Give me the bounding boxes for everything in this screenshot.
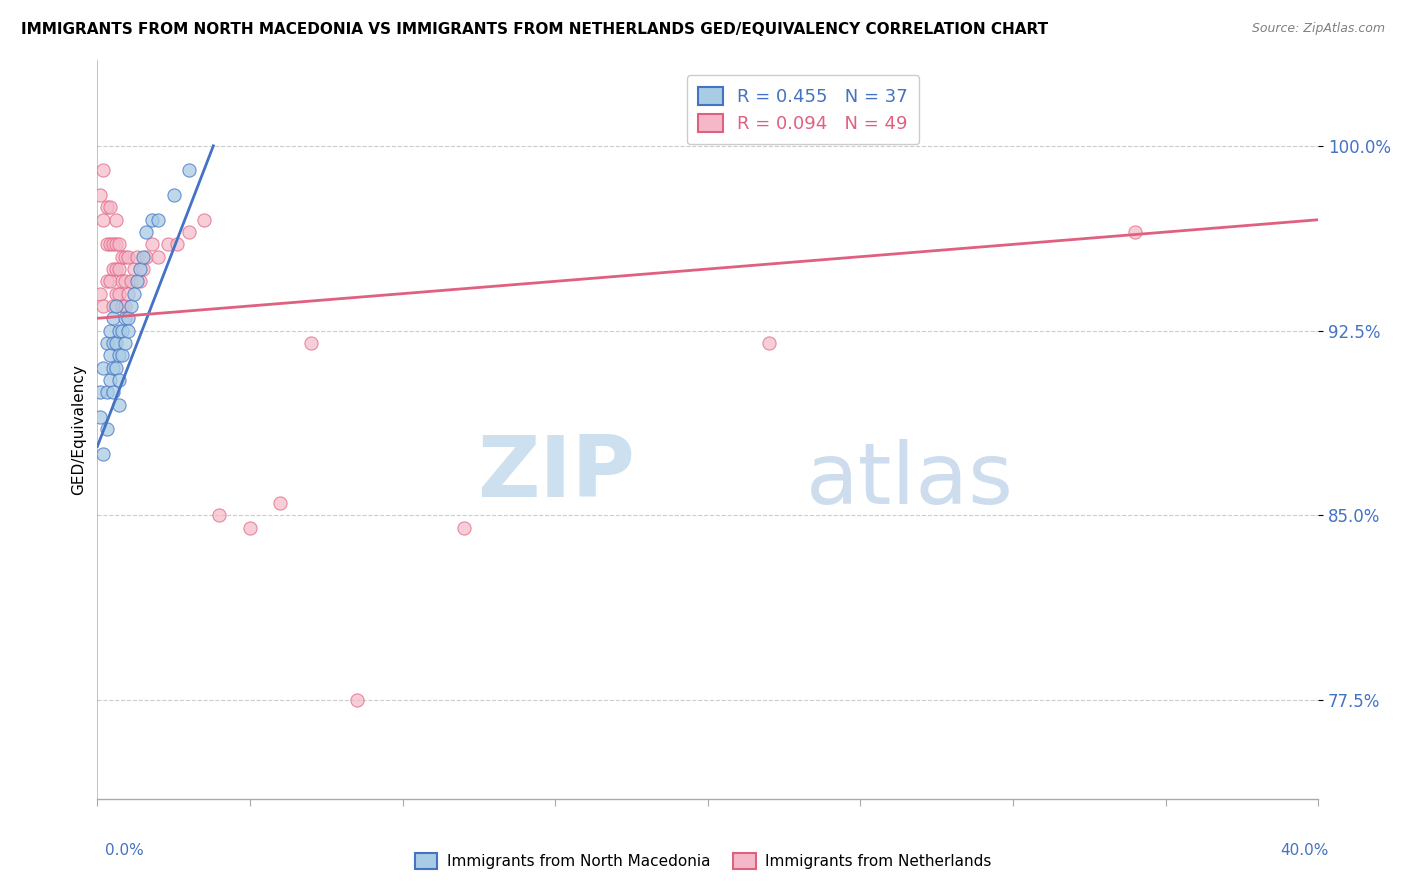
Point	[758, 335, 780, 350]
Point	[129, 274, 152, 288]
Point	[101, 311, 124, 326]
Point	[107, 286, 129, 301]
Point	[98, 274, 121, 288]
Point	[177, 225, 200, 239]
Point	[96, 385, 118, 400]
Point	[93, 163, 115, 178]
Point	[104, 212, 127, 227]
Point	[117, 324, 139, 338]
Point	[98, 324, 121, 338]
Point	[93, 360, 115, 375]
Point	[120, 274, 142, 288]
Point	[111, 299, 134, 313]
Point	[101, 237, 124, 252]
Legend: Immigrants from North Macedonia, Immigrants from Netherlands: Immigrants from North Macedonia, Immigra…	[408, 847, 998, 875]
Point	[96, 335, 118, 350]
Point	[114, 335, 136, 350]
Text: 40.0%: 40.0%	[1281, 843, 1329, 858]
Point	[135, 250, 157, 264]
Point	[89, 188, 111, 202]
Point	[239, 521, 262, 535]
Point	[148, 212, 170, 227]
Y-axis label: GED/Equivalency: GED/Equivalency	[72, 364, 86, 494]
Point	[101, 360, 124, 375]
Point	[104, 262, 127, 277]
Point	[93, 299, 115, 313]
Text: ZIP: ZIP	[477, 432, 634, 515]
Point	[93, 212, 115, 227]
Point	[104, 299, 127, 313]
Point	[117, 286, 139, 301]
Point	[122, 286, 145, 301]
Point	[111, 250, 134, 264]
Point	[104, 360, 127, 375]
Point	[89, 409, 111, 424]
Point	[120, 299, 142, 313]
Point	[107, 373, 129, 387]
Point	[107, 237, 129, 252]
Point	[89, 286, 111, 301]
Point	[96, 237, 118, 252]
Point	[114, 250, 136, 264]
Point	[141, 237, 163, 252]
Legend: R = 0.455   N = 37, R = 0.094   N = 49: R = 0.455 N = 37, R = 0.094 N = 49	[688, 75, 920, 145]
Point	[125, 250, 148, 264]
Point	[96, 201, 118, 215]
Point	[117, 311, 139, 326]
Point	[107, 262, 129, 277]
Point	[101, 335, 124, 350]
Point	[96, 274, 118, 288]
Text: 0.0%: 0.0%	[105, 843, 145, 858]
Point	[93, 447, 115, 461]
Point	[1123, 225, 1146, 239]
Point	[98, 348, 121, 362]
Point	[101, 299, 124, 313]
Point	[135, 225, 157, 239]
Point	[98, 373, 121, 387]
Point	[129, 262, 152, 277]
Point	[104, 286, 127, 301]
Point	[125, 274, 148, 288]
Point	[107, 348, 129, 362]
Point	[111, 274, 134, 288]
Point	[141, 212, 163, 227]
Point	[114, 299, 136, 313]
Point	[177, 163, 200, 178]
Point	[111, 348, 134, 362]
Point	[111, 324, 134, 338]
Point	[104, 335, 127, 350]
Text: IMMIGRANTS FROM NORTH MACEDONIA VS IMMIGRANTS FROM NETHERLANDS GED/EQUIVALENCY C: IMMIGRANTS FROM NORTH MACEDONIA VS IMMIG…	[21, 22, 1049, 37]
Point	[98, 201, 121, 215]
Point	[117, 250, 139, 264]
Point	[208, 508, 231, 523]
Point	[453, 521, 475, 535]
Text: Source: ZipAtlas.com: Source: ZipAtlas.com	[1251, 22, 1385, 36]
Point	[148, 250, 170, 264]
Point	[346, 693, 368, 707]
Point	[132, 262, 155, 277]
Point	[193, 212, 215, 227]
Point	[269, 496, 291, 510]
Point	[299, 335, 322, 350]
Point	[96, 422, 118, 436]
Point	[163, 188, 186, 202]
Point	[156, 237, 179, 252]
Point	[107, 324, 129, 338]
Point	[98, 237, 121, 252]
Point	[114, 274, 136, 288]
Point	[114, 311, 136, 326]
Point	[107, 397, 129, 411]
Point	[101, 262, 124, 277]
Point	[122, 262, 145, 277]
Point	[89, 385, 111, 400]
Point	[104, 237, 127, 252]
Point	[166, 237, 188, 252]
Text: atlas: atlas	[806, 440, 1014, 523]
Point	[132, 250, 155, 264]
Point	[101, 385, 124, 400]
